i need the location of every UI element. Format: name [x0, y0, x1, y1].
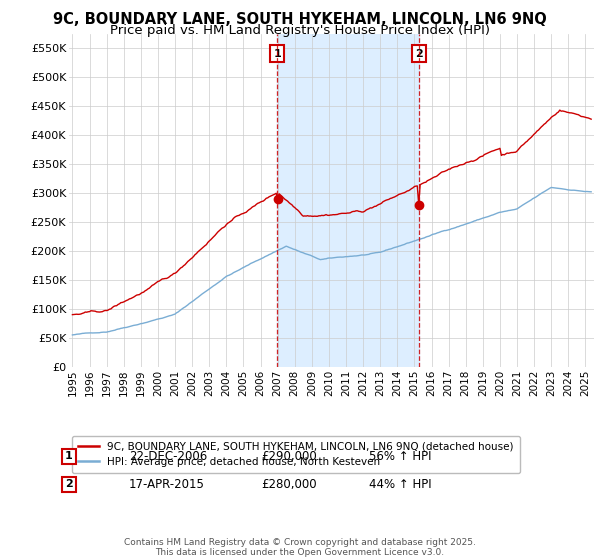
- Legend: 9C, BOUNDARY LANE, SOUTH HYKEHAM, LINCOLN, LN6 9NQ (detached house), HPI: Averag: 9C, BOUNDARY LANE, SOUTH HYKEHAM, LINCOL…: [71, 436, 520, 473]
- Text: 22-DEC-2006: 22-DEC-2006: [129, 450, 207, 463]
- Text: 56% ↑ HPI: 56% ↑ HPI: [369, 450, 431, 463]
- Text: 44% ↑ HPI: 44% ↑ HPI: [369, 478, 431, 491]
- Text: 2: 2: [65, 479, 73, 489]
- Text: Price paid vs. HM Land Registry's House Price Index (HPI): Price paid vs. HM Land Registry's House …: [110, 24, 490, 36]
- Text: 1: 1: [65, 451, 73, 461]
- Text: £280,000: £280,000: [261, 478, 317, 491]
- Text: 17-APR-2015: 17-APR-2015: [129, 478, 205, 491]
- Text: 9C, BOUNDARY LANE, SOUTH HYKEHAM, LINCOLN, LN6 9NQ: 9C, BOUNDARY LANE, SOUTH HYKEHAM, LINCOL…: [53, 12, 547, 27]
- Text: 2: 2: [416, 49, 423, 59]
- Text: Contains HM Land Registry data © Crown copyright and database right 2025.
This d: Contains HM Land Registry data © Crown c…: [124, 538, 476, 557]
- Text: 1: 1: [273, 49, 281, 59]
- Bar: [277, 34, 419, 367]
- Text: £290,000: £290,000: [261, 450, 317, 463]
